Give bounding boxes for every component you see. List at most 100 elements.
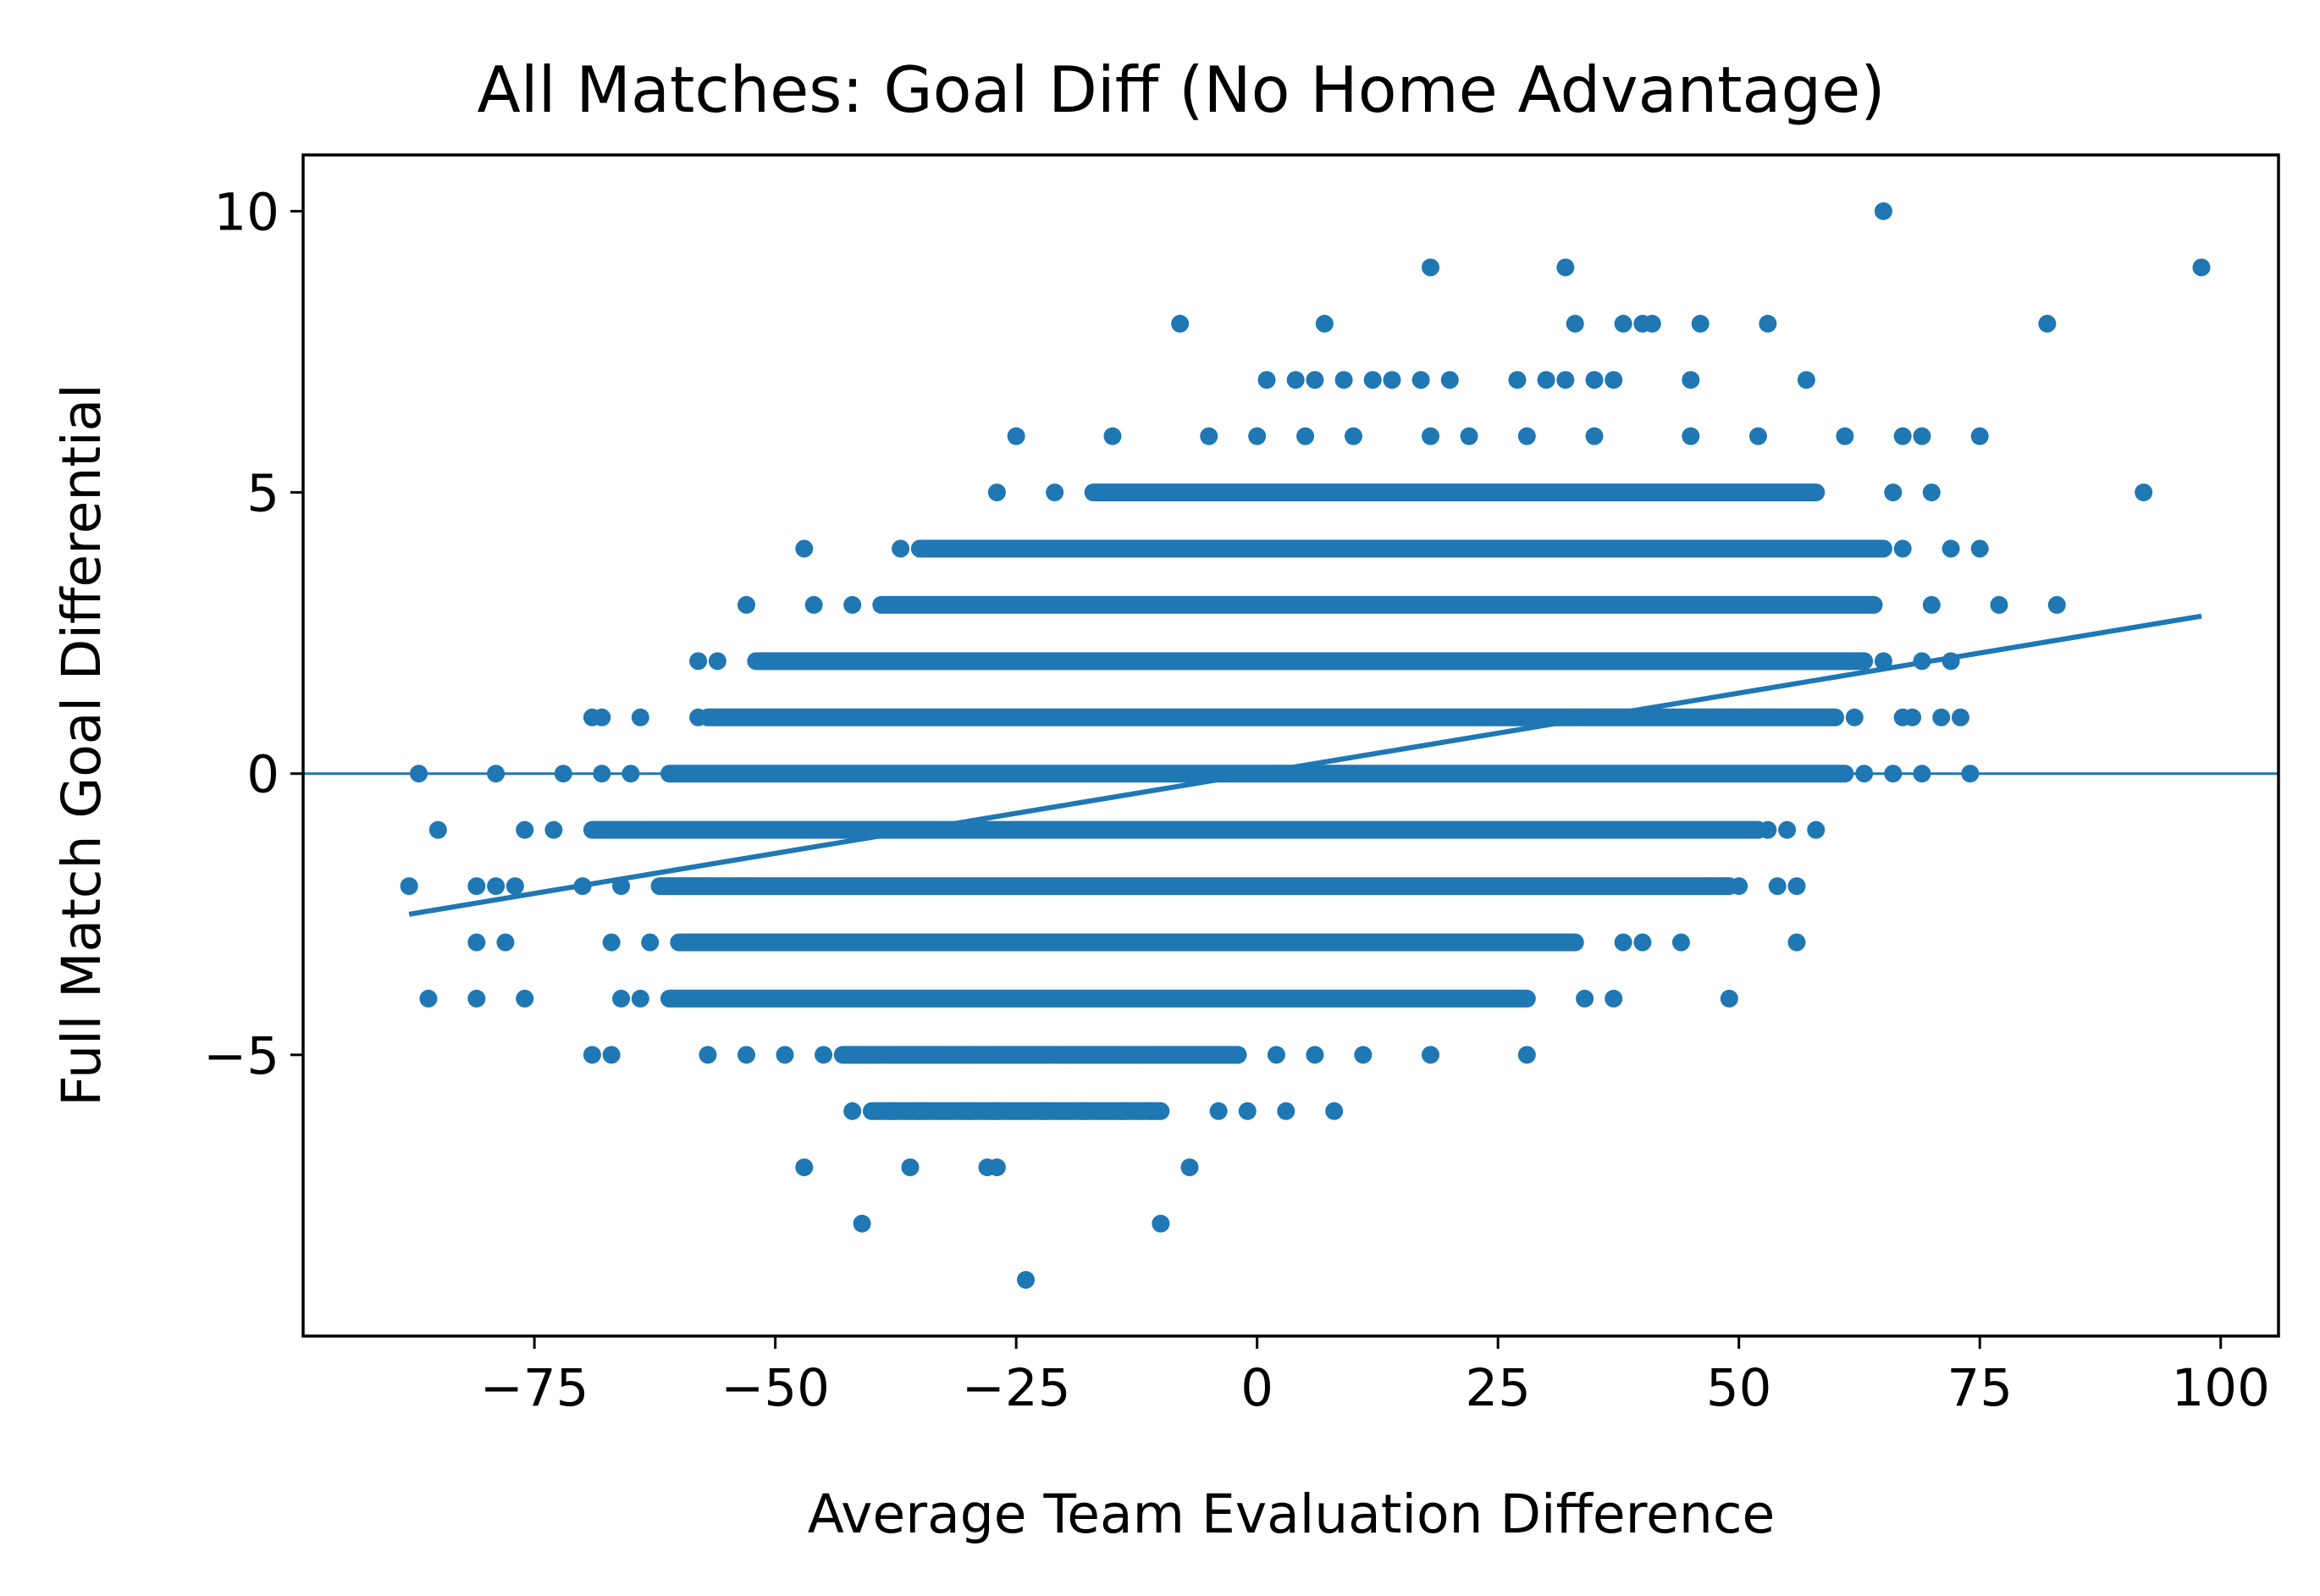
scatter-point xyxy=(400,877,418,896)
y-axis-label: Full Match Goal Differential xyxy=(51,384,113,1106)
scatter-point xyxy=(1990,595,2008,614)
scatter-point xyxy=(1422,427,1440,445)
y-tick-label: 0 xyxy=(246,745,279,805)
y-tick-label: 5 xyxy=(246,464,279,524)
x-tick-label: 100 xyxy=(2171,1358,2269,1418)
scatter-point xyxy=(1961,765,1980,783)
scatter-point xyxy=(699,1046,717,1064)
scatter-point xyxy=(1383,371,1401,389)
scatter-point xyxy=(1055,1046,1074,1064)
scatter-point xyxy=(1701,877,1720,896)
scatter-point xyxy=(1074,1102,1093,1120)
scatter-point xyxy=(1296,427,1315,445)
scatter-point xyxy=(1017,1271,1036,1290)
plot-frame xyxy=(301,153,2280,1338)
scatter-point xyxy=(1633,933,1652,952)
scatter-point xyxy=(487,765,505,783)
scatter-point xyxy=(1748,427,1767,445)
scatter-point xyxy=(1306,371,1324,389)
scatter-point xyxy=(2038,314,2057,333)
x-tick-label: −25 xyxy=(962,1358,1071,1418)
x-tick-label: 75 xyxy=(1947,1358,2013,1418)
scatter-point xyxy=(1605,989,1623,1008)
scatter-point xyxy=(467,877,486,896)
scatter-point xyxy=(1922,595,1941,614)
scatter-point xyxy=(795,1158,814,1177)
scatter-point xyxy=(467,933,486,952)
scatter-point xyxy=(419,989,438,1008)
scatter-point xyxy=(641,933,660,952)
scatter-point xyxy=(1855,765,1874,783)
scatter-point xyxy=(1903,708,1922,726)
scatter-point xyxy=(910,1102,929,1120)
regression-line xyxy=(408,613,2202,917)
scatter-point xyxy=(1537,371,1555,389)
scatter-point xyxy=(843,595,862,614)
x-tick-label: −50 xyxy=(721,1358,830,1418)
scatter-point xyxy=(892,539,910,558)
scatter-point xyxy=(631,989,649,1008)
scatter-point xyxy=(1007,427,1025,445)
scatter-point xyxy=(1200,427,1218,445)
scatter-point xyxy=(1315,314,1334,333)
scatter-point xyxy=(1970,427,1989,445)
scatter-point xyxy=(1942,539,1960,558)
scatter-point xyxy=(815,1046,833,1064)
scatter-point xyxy=(1720,989,1738,1008)
scatter-point xyxy=(1787,933,1806,952)
scatter-point xyxy=(1884,483,1903,502)
scatter-point xyxy=(1556,258,1575,277)
scatter-point xyxy=(2047,595,2066,614)
scatter-point xyxy=(496,933,515,952)
scatter-point xyxy=(776,1046,794,1064)
scatter-point xyxy=(1691,314,1710,333)
scatter-point xyxy=(1286,371,1305,389)
scatter-point xyxy=(612,989,631,1008)
scatter-point xyxy=(516,989,534,1008)
scatter-point xyxy=(1759,314,1777,333)
x-axis-label: Average Team Evaluation Difference xyxy=(808,1483,1776,1545)
scatter-point xyxy=(1893,539,1912,558)
scatter-point xyxy=(1807,820,1826,839)
scatter-point xyxy=(1787,877,1806,896)
scatter-point xyxy=(1951,708,1969,726)
scatter-point xyxy=(881,1102,900,1120)
scatter-point xyxy=(1836,427,1854,445)
scatter-point xyxy=(1132,1046,1151,1064)
scatter-point xyxy=(602,933,621,952)
scatter-point xyxy=(1141,1102,1160,1120)
scatter-point xyxy=(795,539,814,558)
scatter-point xyxy=(708,652,726,671)
scatter-point xyxy=(1778,820,1797,839)
scatter-point xyxy=(1277,1102,1295,1120)
plot-area xyxy=(303,202,2279,1290)
scatter-point xyxy=(1682,427,1700,445)
scatter-point xyxy=(1768,877,1787,896)
scatter-point xyxy=(737,1046,756,1064)
scatter-point xyxy=(1874,202,1892,220)
scatter-point xyxy=(987,1102,1006,1120)
scatter-point xyxy=(631,708,649,726)
scatter-point xyxy=(1759,820,1777,839)
scatter-point xyxy=(1913,427,1931,445)
scatter-point xyxy=(1209,1102,1228,1120)
scatter-point xyxy=(1556,371,1575,389)
scatter-point xyxy=(1422,1046,1440,1064)
scatter-point xyxy=(487,877,505,896)
scatter-point xyxy=(410,765,428,783)
scatter-point xyxy=(1932,708,1951,726)
y-tick-label: −5 xyxy=(203,1026,279,1086)
scatter-point xyxy=(1411,371,1430,389)
chart-title: All Matches: Goal Diff (No Home Advantag… xyxy=(477,52,1885,127)
scatter-point xyxy=(593,708,611,726)
scatter-point xyxy=(1614,314,1632,333)
scatter-point xyxy=(505,877,524,896)
x-tick-label: 50 xyxy=(1706,1358,1772,1418)
scatter-point xyxy=(1614,933,1632,952)
scatter-point xyxy=(1913,765,1931,783)
scatter-point xyxy=(1884,765,1903,783)
scatter-point xyxy=(1440,371,1459,389)
scatter-point xyxy=(1874,652,1892,671)
